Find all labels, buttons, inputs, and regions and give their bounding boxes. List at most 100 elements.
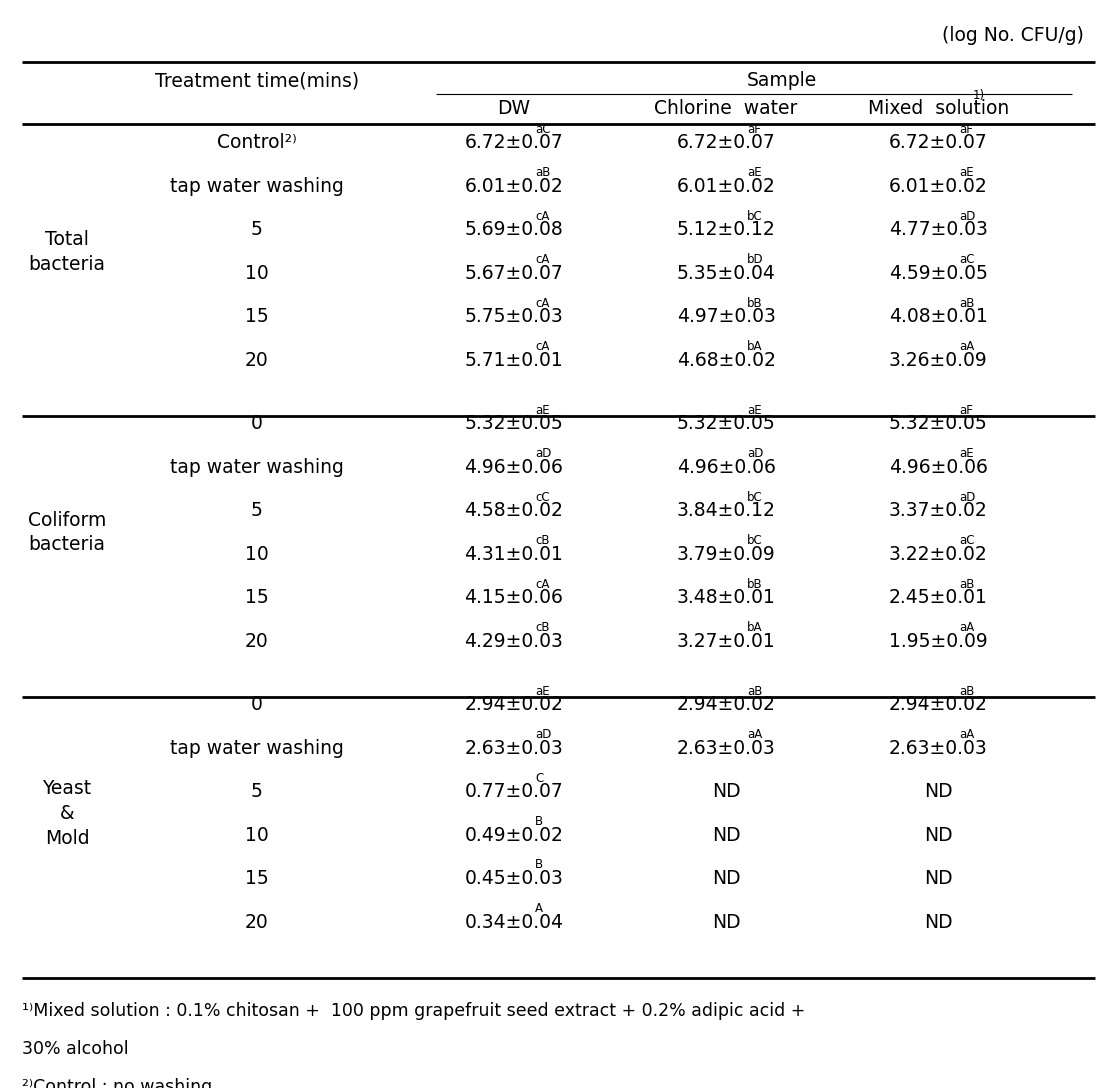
Text: 5.75±0.03: 5.75±0.03 — [465, 307, 563, 326]
Text: B: B — [535, 858, 543, 871]
Text: aD: aD — [535, 447, 552, 460]
Text: 15: 15 — [245, 307, 269, 326]
Text: 1.95±0.09: 1.95±0.09 — [889, 632, 987, 651]
Text: C: C — [535, 771, 543, 784]
Text: cA: cA — [535, 210, 550, 223]
Text: ND: ND — [924, 913, 953, 931]
Text: 6.72±0.07: 6.72±0.07 — [677, 134, 775, 152]
Text: 5.71±0.01: 5.71±0.01 — [465, 350, 563, 370]
Text: ND: ND — [924, 826, 953, 844]
Text: 3.27±0.01: 3.27±0.01 — [677, 632, 775, 651]
Text: aF: aF — [960, 123, 973, 136]
Text: aA: aA — [960, 621, 975, 634]
Text: 10: 10 — [245, 826, 269, 844]
Text: aD: aD — [960, 491, 976, 504]
Text: bC: bC — [747, 534, 763, 547]
Text: 5.32±0.05: 5.32±0.05 — [465, 415, 563, 433]
Text: 0.49±0.02: 0.49±0.02 — [465, 826, 563, 844]
Text: ²⁾Control : no washing: ²⁾Control : no washing — [22, 1078, 212, 1088]
Text: 3.22±0.02: 3.22±0.02 — [889, 545, 987, 564]
Text: 3.26±0.09: 3.26±0.09 — [889, 350, 987, 370]
Text: 4.97±0.03: 4.97±0.03 — [677, 307, 775, 326]
Text: 4.68±0.02: 4.68±0.02 — [677, 350, 775, 370]
Text: Yeast: Yeast — [42, 779, 92, 798]
Text: 4.96±0.06: 4.96±0.06 — [465, 458, 563, 477]
Text: aE: aE — [960, 447, 974, 460]
Text: 6.72±0.07: 6.72±0.07 — [465, 134, 563, 152]
Text: aB: aB — [960, 297, 975, 310]
Text: 5.69±0.08: 5.69±0.08 — [465, 221, 563, 239]
Text: 20: 20 — [245, 913, 269, 931]
Text: bC: bC — [747, 210, 763, 223]
Text: cB: cB — [535, 621, 550, 634]
Text: cA: cA — [535, 297, 550, 310]
Text: 30% alcohol: 30% alcohol — [22, 1040, 128, 1058]
Text: 6.01±0.02: 6.01±0.02 — [889, 177, 987, 196]
Text: cA: cA — [535, 254, 550, 267]
Text: 2.63±0.03: 2.63±0.03 — [465, 739, 563, 757]
Text: 15: 15 — [245, 869, 269, 888]
Text: DW: DW — [497, 99, 531, 119]
Text: 0.45±0.03: 0.45±0.03 — [465, 869, 563, 888]
Text: 5: 5 — [251, 502, 262, 520]
Text: aB: aB — [535, 166, 551, 180]
Text: aC: aC — [535, 123, 551, 136]
Text: aD: aD — [747, 447, 764, 460]
Text: aC: aC — [960, 534, 975, 547]
Text: 6.72±0.07: 6.72±0.07 — [889, 134, 987, 152]
Text: bA: bA — [747, 341, 763, 354]
Text: cA: cA — [535, 578, 550, 591]
Text: 2.45±0.01: 2.45±0.01 — [889, 589, 987, 607]
Text: aA: aA — [747, 728, 763, 741]
Text: Total: Total — [45, 230, 89, 249]
Text: 5.67±0.07: 5.67±0.07 — [465, 263, 563, 283]
Text: 3.79±0.09: 3.79±0.09 — [677, 545, 775, 564]
Text: 3.48±0.01: 3.48±0.01 — [677, 589, 775, 607]
Text: 4.96±0.06: 4.96±0.06 — [889, 458, 987, 477]
Text: aA: aA — [960, 341, 975, 354]
Text: 4.58±0.02: 4.58±0.02 — [465, 502, 563, 520]
Text: cA: cA — [535, 341, 550, 354]
Text: 5.32±0.05: 5.32±0.05 — [889, 415, 987, 433]
Text: 10: 10 — [245, 545, 269, 564]
Text: cB: cB — [535, 534, 550, 547]
Text: tap water washing: tap water washing — [170, 458, 344, 477]
Text: ND: ND — [712, 782, 741, 801]
Text: 0: 0 — [251, 695, 262, 714]
Text: 0.34±0.04: 0.34±0.04 — [465, 913, 563, 931]
Text: 1): 1) — [973, 88, 985, 101]
Text: &: & — [59, 804, 75, 823]
Text: 4.08±0.01: 4.08±0.01 — [889, 307, 987, 326]
Text: 15: 15 — [245, 589, 269, 607]
Text: 2.94±0.02: 2.94±0.02 — [889, 695, 987, 714]
Text: ¹⁾Mixed solution : 0.1% chitosan +  100 ppm grapefruit seed extract + 0.2% adipi: ¹⁾Mixed solution : 0.1% chitosan + 100 p… — [22, 1002, 805, 1019]
Text: aD: aD — [535, 728, 552, 741]
Text: aF: aF — [960, 404, 973, 417]
Text: Sample: Sample — [747, 71, 817, 90]
Text: 6.01±0.02: 6.01±0.02 — [677, 177, 775, 196]
Text: aC: aC — [960, 254, 975, 267]
Text: 5.12±0.12: 5.12±0.12 — [677, 221, 775, 239]
Text: ND: ND — [712, 869, 741, 888]
Text: 0: 0 — [251, 415, 262, 433]
Text: Coliform: Coliform — [28, 510, 106, 530]
Text: 5: 5 — [251, 221, 262, 239]
Text: aB: aB — [960, 684, 975, 697]
Text: aA: aA — [960, 728, 975, 741]
Text: bB: bB — [747, 578, 763, 591]
Text: 5.32±0.05: 5.32±0.05 — [677, 415, 775, 433]
Text: 2.63±0.03: 2.63±0.03 — [889, 739, 987, 757]
Text: 4.77±0.03: 4.77±0.03 — [889, 221, 987, 239]
Text: aE: aE — [535, 684, 550, 697]
Text: ND: ND — [712, 826, 741, 844]
Text: 5.35±0.04: 5.35±0.04 — [677, 263, 775, 283]
Text: cC: cC — [535, 491, 550, 504]
Text: aD: aD — [960, 210, 976, 223]
Text: 3.84±0.12: 3.84±0.12 — [677, 502, 775, 520]
Text: 6.01±0.02: 6.01±0.02 — [465, 177, 563, 196]
Text: 5: 5 — [251, 782, 262, 801]
Text: Mold: Mold — [45, 829, 89, 848]
Text: bacteria: bacteria — [29, 255, 105, 273]
Text: 10: 10 — [245, 263, 269, 283]
Text: ND: ND — [924, 782, 953, 801]
